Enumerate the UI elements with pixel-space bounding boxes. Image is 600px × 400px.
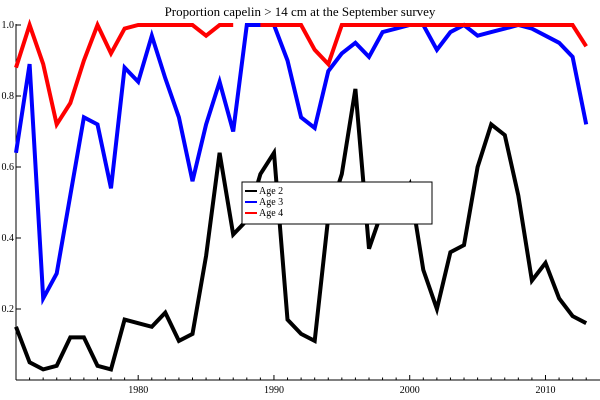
y-ticks: 0.2 0.4 0.6 0.8 1.0 xyxy=(2,20,21,315)
series-line-2 xyxy=(14,22,589,306)
y-tick-label: 0.4 xyxy=(2,233,15,244)
y-tick-label: 0.2 xyxy=(2,304,15,315)
series-lines xyxy=(14,18,589,372)
x-tick-label: 1990 xyxy=(264,385,284,396)
legend-box xyxy=(241,181,433,225)
x-tick-label: 1980 xyxy=(128,385,148,396)
y-tick-label: 1.0 xyxy=(2,20,15,31)
x-ticks: 1980 1990 2000 2010 xyxy=(15,375,587,396)
x-tick-label: 2000 xyxy=(400,385,420,396)
y-tick-label: 0.6 xyxy=(2,162,15,173)
series-line-3 xyxy=(14,18,588,130)
y-tick-label: 0.8 xyxy=(2,91,15,102)
legend-label: Age 2 xyxy=(259,186,283,197)
legend-label: Age 4 xyxy=(259,208,283,219)
legend-label: Age 3 xyxy=(259,197,283,208)
series-line-1 xyxy=(14,88,588,372)
chart-title: Proportion capelin > 14 cm at the Septem… xyxy=(165,4,436,19)
x-tick-label: 2010 xyxy=(535,385,555,396)
